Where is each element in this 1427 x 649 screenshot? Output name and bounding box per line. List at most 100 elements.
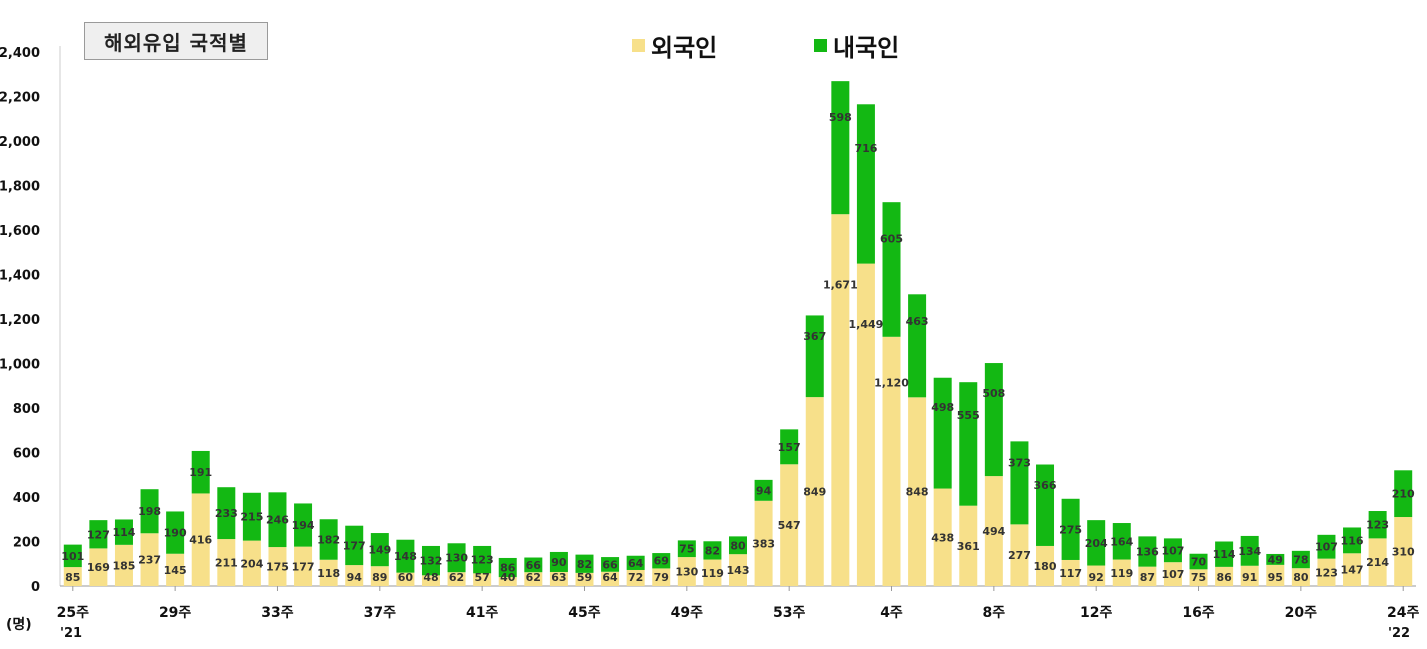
data-label-domestic: 498: [931, 401, 954, 414]
data-label-domestic: 373: [1008, 456, 1031, 469]
legend-swatch-domestic: [814, 39, 827, 52]
data-label-foreign: 87: [1140, 571, 1155, 584]
data-label-foreign: 86: [1216, 571, 1232, 584]
bar-foreign: [1163, 562, 1182, 586]
data-label-foreign: 64: [602, 571, 618, 584]
bar-domestic: [984, 363, 1003, 477]
bar-domestic: [268, 492, 287, 548]
bar-domestic: [831, 81, 850, 215]
bar-foreign: [1394, 517, 1413, 586]
data-label-foreign: 383: [752, 537, 775, 550]
data-label-foreign: 438: [931, 531, 954, 544]
bar-foreign: [984, 476, 1003, 586]
data-label-foreign: 1,449: [849, 318, 884, 331]
bar-domestic: [882, 202, 901, 337]
data-label-domestic: 598: [829, 111, 852, 124]
data-label-domestic: 49: [1268, 553, 1283, 566]
x-tick-label: 33주: [261, 605, 293, 621]
bar-domestic: [703, 541, 722, 560]
data-label-foreign: 204: [240, 557, 263, 570]
data-label-domestic: 80: [730, 539, 746, 552]
data-label-domestic: 114: [112, 526, 135, 539]
data-label-domestic: 123: [1366, 519, 1389, 532]
data-label-domestic: 148: [394, 550, 417, 563]
data-label-domestic: 190: [164, 527, 187, 540]
data-label-domestic: 157: [778, 441, 801, 454]
bar-domestic: [1087, 520, 1106, 566]
data-label-foreign: 849: [803, 486, 826, 499]
chart-title: 해외유입 국적별: [84, 22, 268, 60]
bar-domestic: [294, 503, 313, 547]
data-label-foreign: 40: [500, 571, 516, 584]
bar-domestic: [1317, 534, 1336, 559]
x-tick-label: 49주: [671, 605, 703, 621]
bar-foreign: [217, 539, 236, 586]
data-label-foreign: 547: [778, 519, 801, 532]
bar-foreign: [1036, 545, 1055, 586]
x-tick-label: 41주: [466, 605, 498, 621]
bar-domestic: [729, 536, 747, 555]
bar-domestic: [601, 557, 620, 572]
data-label-foreign: 119: [1110, 567, 1133, 580]
data-label-domestic: 177: [343, 539, 366, 552]
bar-domestic: [345, 525, 364, 566]
bar-domestic: [959, 382, 978, 506]
data-label-domestic: 116: [1341, 534, 1364, 547]
bar-foreign: [319, 559, 338, 586]
bar-foreign: [1368, 538, 1387, 586]
bar-domestic: [1291, 550, 1310, 569]
bar-foreign: [882, 336, 901, 586]
data-label-domestic: 508: [982, 387, 1005, 400]
data-label-domestic: 134: [1238, 545, 1261, 558]
bar-domestic: [856, 104, 875, 264]
data-label-domestic: 366: [1034, 479, 1057, 492]
bar-domestic: [473, 545, 492, 574]
data-label-foreign: 177: [292, 560, 315, 573]
legend-label-domestic: 내국인: [833, 34, 900, 62]
data-label-foreign: 75: [1191, 571, 1206, 584]
bar-domestic: [140, 489, 159, 534]
data-label-foreign: 211: [215, 557, 238, 570]
bar-foreign: [908, 397, 927, 586]
bar-foreign: [754, 500, 773, 586]
data-label-foreign: 848: [906, 486, 929, 499]
bar-foreign: [933, 488, 952, 586]
legend-item-domestic: 내국인: [814, 28, 899, 63]
data-label-domestic: 210: [1392, 488, 1415, 501]
bar-domestic: [1240, 535, 1259, 566]
bar-foreign: [370, 566, 389, 586]
data-label-foreign: 72: [628, 571, 643, 584]
bar-domestic: [89, 520, 108, 549]
bar-foreign: [1343, 553, 1362, 586]
bar-domestic: [421, 545, 440, 576]
bar-foreign: [191, 493, 210, 586]
bar-foreign: [1215, 566, 1234, 586]
bar-domestic: [1112, 523, 1131, 560]
y-tick-label: 1,000: [0, 358, 40, 373]
bar-domestic: [1266, 553, 1285, 565]
data-label-foreign: 85: [65, 571, 80, 584]
bar-foreign: [294, 546, 313, 586]
data-label-domestic: 66: [602, 558, 618, 571]
data-label-foreign: 416: [189, 534, 212, 547]
data-label-foreign: 147: [1341, 564, 1364, 577]
bar-domestic: [1343, 527, 1362, 554]
data-label-foreign: 1,120: [874, 377, 909, 390]
data-label-domestic: 555: [957, 409, 980, 422]
bar-foreign: [524, 572, 543, 586]
bar-foreign: [140, 533, 159, 586]
data-label-foreign: 310: [1392, 546, 1415, 559]
bar-domestic: [1215, 541, 1234, 567]
bar-foreign: [421, 575, 440, 586]
bar-foreign: [1189, 569, 1208, 586]
data-label-domestic: 275: [1059, 523, 1082, 536]
data-label-foreign: 60: [398, 571, 414, 584]
data-label-domestic: 367: [803, 330, 826, 343]
data-label-foreign: 143: [727, 564, 750, 577]
bar-domestic: [908, 294, 927, 398]
bar-domestic: [549, 551, 568, 572]
y-tick-label: 0: [31, 580, 40, 595]
data-label-domestic: 198: [138, 505, 161, 518]
data-label-domestic: 66: [526, 559, 542, 572]
bar-foreign: [652, 568, 671, 586]
